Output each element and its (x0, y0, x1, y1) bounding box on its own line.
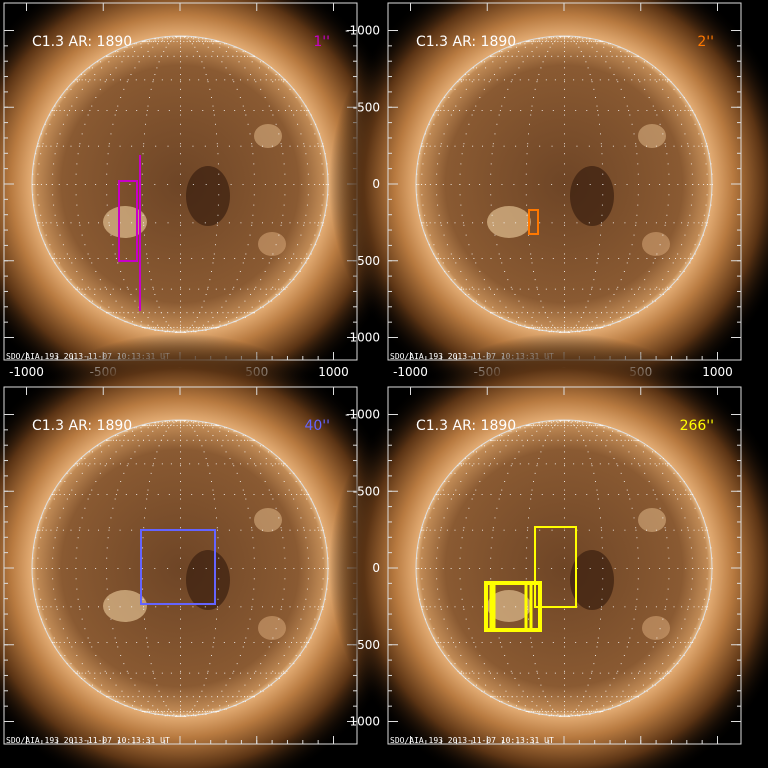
field-of-view-box (492, 581, 528, 632)
active-region (254, 124, 282, 148)
field-of-view-box (534, 526, 577, 608)
solar-panel-4: 1000 500 0 -500 -1000 C1.3 AR: 1890 266'' SDO/A… (329, 333, 768, 768)
event-title: C1.3 AR: 1890 (416, 34, 516, 50)
y-tick-label: -500 (353, 484, 380, 498)
scale-label: 2'' (697, 34, 714, 50)
x-tick-label: 1000 (702, 365, 733, 379)
y-tick-label: -1000 (345, 408, 380, 422)
x-tick-label: 1000 (318, 365, 349, 379)
y-tick-label: 500 (357, 638, 380, 652)
scale-label: 266'' (680, 418, 714, 434)
event-title: C1.3 AR: 1890 (32, 34, 132, 50)
active-region (638, 508, 666, 532)
active-region (487, 206, 531, 238)
field-of-view-box (140, 529, 216, 605)
active-region (638, 124, 666, 148)
event-title: C1.3 AR: 1890 (416, 418, 516, 434)
y-tick-label: 1000 (349, 331, 380, 345)
heliographic-grid (416, 36, 713, 333)
active-region (103, 590, 147, 622)
heliographic-grid (32, 36, 329, 333)
instrument-footer: SDO/AIA 193 2013-11-07 10:13:31 UT (390, 736, 554, 745)
y-tick-label: -500 (353, 100, 380, 114)
scale-label: 1'' (313, 34, 330, 50)
active-region (642, 232, 670, 256)
x-tick-label: -1000 (393, 365, 428, 379)
heliographic-grid (416, 420, 713, 717)
coronal-hole (570, 166, 614, 226)
coronal-hole (186, 166, 230, 226)
y-tick-label: 500 (357, 254, 380, 268)
y-tick-label: 1000 (349, 715, 380, 729)
coronal-hole (570, 550, 614, 610)
field-of-view-box (528, 209, 539, 235)
y-tick-label: 0 (372, 561, 380, 575)
scale-label: 40'' (304, 418, 330, 434)
active-region (254, 508, 282, 532)
solar-panel-3: C1.3 AR: 1890 40'' SDO/AIA 193 2013-11-07 … (0, 333, 415, 768)
heliographic-grid (32, 420, 329, 717)
event-title: C1.3 AR: 1890 (32, 418, 132, 434)
active-region (642, 616, 670, 640)
instrument-footer: SDO/AIA 193 2013-11-07 10:13:31 UT (6, 736, 170, 745)
active-region (258, 616, 286, 640)
active-region (258, 232, 286, 256)
x-tick-label: -1000 (9, 365, 44, 379)
active-region (487, 590, 531, 622)
y-tick-label: 0 (372, 177, 380, 191)
y-tick-label: -1000 (345, 24, 380, 38)
field-of-view-box (118, 180, 138, 262)
coronal-hole (186, 550, 230, 610)
